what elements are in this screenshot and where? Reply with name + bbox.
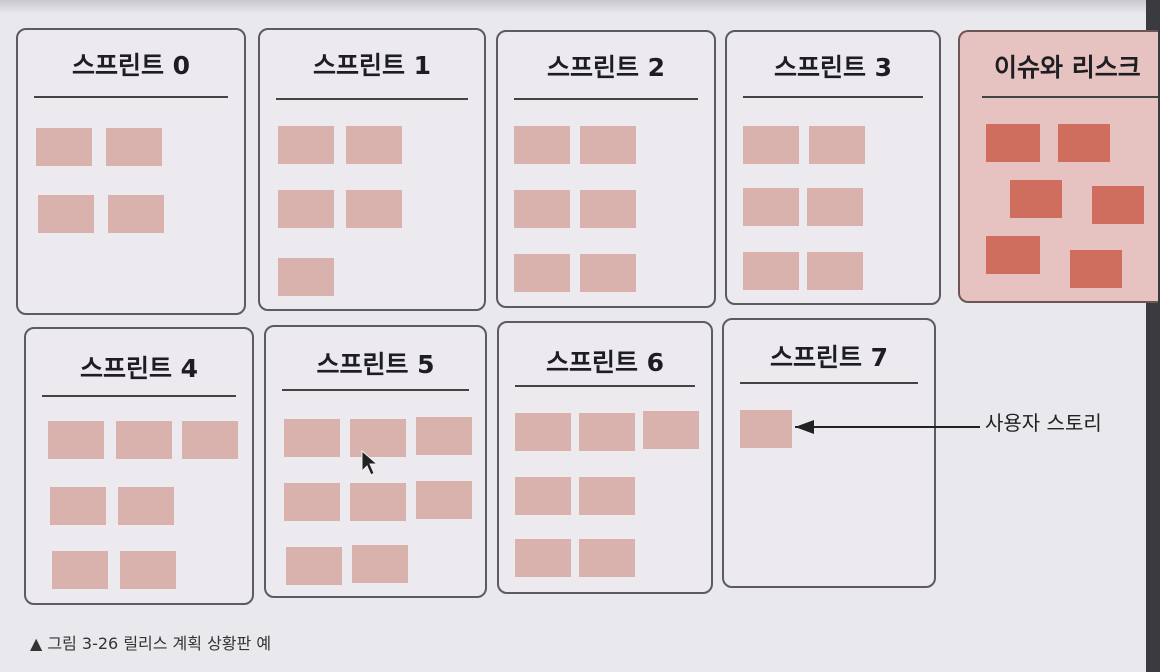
story-card	[48, 421, 104, 459]
story-card	[743, 188, 799, 226]
story-card	[579, 413, 635, 451]
photo-top-edge	[0, 0, 1160, 14]
story-card	[38, 195, 94, 233]
story-card	[284, 483, 340, 521]
story-card	[809, 126, 865, 164]
story-card	[278, 190, 334, 228]
story-card	[514, 190, 570, 228]
story-card	[580, 254, 636, 292]
story-card	[580, 126, 636, 164]
risk-card	[1058, 124, 1110, 162]
panel-title: 스프린트 4	[79, 354, 199, 383]
title-divider	[34, 96, 228, 98]
story-card	[350, 483, 406, 521]
story-card	[118, 487, 174, 525]
risk-card	[986, 236, 1040, 274]
story-card	[108, 195, 164, 233]
story-card	[416, 417, 472, 455]
story-card	[106, 128, 162, 166]
story-card	[807, 252, 863, 290]
risk-card	[1092, 186, 1144, 224]
story-card	[515, 477, 571, 515]
panel-title: 스프린트 6	[545, 348, 665, 377]
mouse-pointer-icon	[361, 449, 379, 476]
story-card	[284, 419, 340, 457]
title-divider	[743, 96, 923, 98]
sprint-5-panel: 스프린트 5	[264, 325, 487, 598]
story-card	[50, 487, 106, 525]
story-card	[346, 190, 402, 228]
story-card	[286, 547, 342, 585]
sprint-1-panel: 스프린트 1	[258, 28, 486, 311]
risk-card	[1010, 180, 1062, 218]
story-card	[278, 258, 334, 296]
panel-title: 스프린트 7	[769, 343, 889, 372]
title-divider	[282, 389, 469, 391]
story-card	[346, 126, 402, 164]
panel-title: 스프린트 1	[312, 51, 432, 80]
story-card	[120, 551, 176, 589]
title-divider	[982, 96, 1158, 98]
story-card	[514, 126, 570, 164]
title-divider	[42, 395, 236, 397]
title-divider	[276, 98, 468, 100]
sprint-2-panel: 스프린트 2	[496, 30, 716, 308]
story-card	[743, 252, 799, 290]
story-card	[643, 411, 699, 449]
sprint-4-panel: 스프린트 4	[24, 327, 254, 605]
title-divider	[514, 98, 698, 100]
title-divider	[740, 382, 918, 384]
story-card	[743, 126, 799, 164]
story-card	[416, 481, 472, 519]
issues-risks-panel: 이슈와 리스크	[958, 30, 1158, 303]
story-card	[36, 128, 92, 166]
title-divider	[515, 385, 695, 387]
story-card	[807, 188, 863, 226]
annotation-label: 사용자 스토리	[985, 411, 1102, 435]
story-card	[116, 421, 172, 459]
story-card	[579, 539, 635, 577]
sprint-7-panel: 스프린트 7	[722, 318, 936, 588]
story-card	[515, 539, 571, 577]
sprint-0-panel: 스프린트 0	[16, 28, 246, 315]
panel-title: 스프린트 0	[71, 51, 191, 80]
risk-card	[1070, 250, 1122, 288]
sprint-3-panel: 스프린트 3	[725, 30, 941, 305]
figure-caption: ▲ 그림 3-26 릴리스 계획 상황판 예	[30, 634, 272, 653]
story-card	[182, 421, 238, 459]
story-card	[52, 551, 108, 589]
panel-title: 스프린트 5	[316, 350, 435, 379]
story-card	[579, 477, 635, 515]
story-card	[352, 545, 408, 583]
story-card	[350, 419, 406, 457]
risk-card	[986, 124, 1040, 162]
story-card	[580, 190, 636, 228]
story-card	[514, 254, 570, 292]
panel-title: 스프린트 2	[546, 53, 666, 82]
sprint-6-panel: 스프린트 6	[497, 321, 713, 594]
story-card	[740, 410, 792, 448]
panel-title: 스프린트 3	[773, 53, 893, 82]
panel-title: 이슈와 리스크	[994, 53, 1141, 82]
story-card	[515, 413, 571, 451]
story-card	[278, 126, 334, 164]
